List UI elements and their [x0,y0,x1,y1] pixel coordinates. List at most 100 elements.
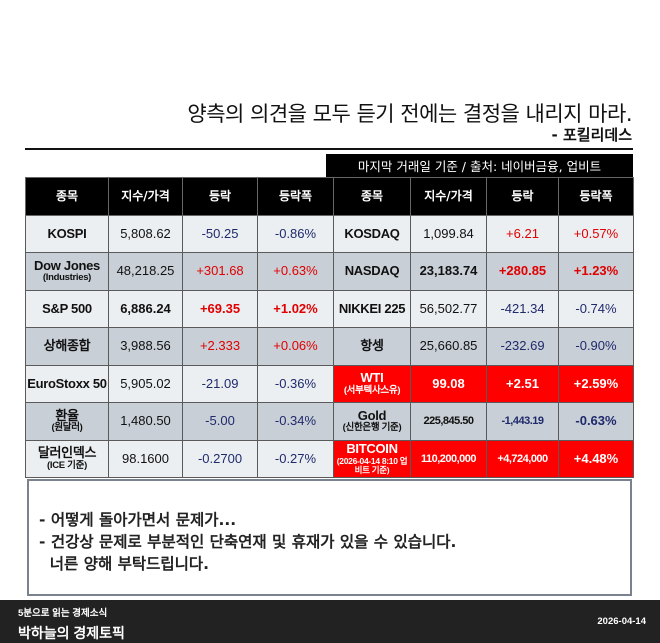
source-banner: 마지막 거래일 기준 / 출처: 네이버금융, 업비트 [326,154,633,177]
notice-box: - 어떻게 돌아가면서 문제가... - 건강상 문제로 부분적인 단축연재 및… [27,479,632,596]
table-row: KOSPI 5,808.62 -50.25 -0.86% KOSDAQ 1,099.84 +… [25,214,634,253]
column-header: 종목 [25,177,109,216]
instrument-label: Dow Jones [34,257,100,273]
instrument-name: 달러인덱스 (ICE 기준) [25,439,109,478]
change-percent: -0.34% [257,402,334,441]
table-row: 상해종합 3,988.56 +2.333 +0.06% 항셍 25,660.85 -232.… [25,327,634,366]
notice-line: - 어떻게 돌아가면서 문제가... [39,511,237,529]
instrument-name: KOSPI [25,214,109,253]
instrument-label: 환율 [55,407,79,423]
change-value: +2.51 [486,364,559,403]
instrument-label: Gold [357,407,387,423]
footer: 5분으로 읽는 경제소식 박하늘의 경제토픽 2026-04-14 [0,600,660,643]
column-header: 등락폭 [558,177,634,216]
change-value: -50.25 [182,214,258,253]
quote-text: 양측의 의견을 모두 듣기 전에는 결정을 내리지 마라. [187,102,632,126]
price-value: 3,988.56 [108,327,183,366]
change-value: -232.69 [486,327,559,366]
change-value: -0.2700 [182,439,258,478]
price-value: 23,183.74 [410,252,487,291]
price-value: 99.08 [410,364,487,403]
price-value: 98.1600 [108,439,183,478]
price-value: 5,808.62 [108,214,183,253]
change-value: -1,443.19 [486,402,559,441]
footer-date: 2026-04-14 [597,616,646,627]
instrument-sublabel: (서부텍사스유) [343,384,401,396]
change-percent: -0.90% [558,327,634,366]
market-table: 종목 지수/가격 등락 등락폭 종목 지수/가격 등락 등락폭 KOSPI 5,808.62 -5… [25,177,634,478]
change-percent: -0.36% [257,364,334,403]
table-row: EuroStoxx 50 5,905.02 -21.09 -0.36% WTI (서부텍사… [25,364,634,403]
instrument-label: EuroStoxx 50 [27,375,107,391]
change-percent: +0.06% [257,327,334,366]
change-percent: -0.74% [558,289,634,328]
instrument-label: KOSPI [47,225,87,241]
column-header: 등락폭 [257,177,334,216]
change-value: -421.34 [486,289,559,328]
change-value: +280.85 [486,252,559,291]
instrument-name: 환율 (원달러) [25,402,109,441]
instrument-sublabel: (신한은행 기준) [342,422,402,434]
instrument-label: BITCOIN [346,441,398,457]
instrument-name: NASDAQ [333,252,411,291]
instrument-name: 상해종합 [25,327,109,366]
change-value: +69.35 [182,289,258,328]
column-header: 지수/가격 [410,177,487,216]
instrument-label: WTI [360,370,384,386]
instrument-name: S&P 500 [25,289,109,328]
table-row: 환율 (원달러) 1,480.50 -5.00 -0.34% Gold (신한은행 기준) 2… [25,402,634,441]
price-value: 5,905.02 [108,364,183,403]
instrument-name: Gold (신한은행 기준) [333,402,411,441]
change-value: +4,724,000 [486,439,559,478]
instrument-name: NIKKEI 225 [333,289,411,328]
divider [25,148,633,150]
change-percent: +4.48% [558,439,634,478]
column-header: 등락 [486,177,559,216]
column-header: 지수/가격 [108,177,183,216]
change-percent: +0.57% [558,214,634,253]
instrument-label: S&P 500 [42,300,92,316]
price-value: 1,480.50 [108,402,183,441]
instrument-sublabel: (2026-04-14 8:10 업비트 기준) [336,455,408,475]
instrument-label: KOSDAQ [344,225,400,241]
change-percent: +0.63% [257,252,334,291]
change-percent: +1.02% [257,289,334,328]
price-value: 110,200,000 [410,439,487,478]
change-value: +6.21 [486,214,559,253]
table-row: Dow Jones (Industries) 48,218.25 +301.68 +0.… [25,252,634,291]
price-value: 25,660.85 [410,327,487,366]
footer-subtitle: 5분으로 읽는 경제소식 [18,608,108,619]
instrument-label: 달러인덱스 [37,445,97,461]
table-row: S&P 500 6,886.24 +69.35 +1.02% NIKKEI 225 56,… [25,289,634,328]
column-header: 등락 [182,177,258,216]
quote-author: - 포킬리데스 [551,126,632,144]
change-percent: +1.23% [558,252,634,291]
change-percent: +2.59% [558,364,634,403]
instrument-name: EuroStoxx 50 [25,364,109,403]
change-percent: -0.86% [257,214,334,253]
change-value: +2.333 [182,327,258,366]
instrument-label: NASDAQ [344,263,400,279]
change-value: -21.09 [182,364,258,403]
change-percent: -0.63% [558,402,634,441]
price-value: 1,099.84 [410,214,487,253]
instrument-label: NIKKEI 225 [338,300,406,316]
instrument-name: 항셍 [333,327,411,366]
change-value: -5.00 [182,402,258,441]
instrument-name: BITCOIN (2026-04-14 8:10 업비트 기준) [333,439,411,478]
instrument-name: Dow Jones (Industries) [25,252,109,291]
instrument-sublabel: (Industries) [42,272,92,284]
table-row: 달러인덱스 (ICE 기준) 98.1600 -0.2700 -0.27% BITCOIN… [25,439,634,478]
change-value: +301.68 [182,252,258,291]
price-value: 6,886.24 [108,289,183,328]
footer-title: 박하늘의 경제토픽 [18,625,125,641]
instrument-name: KOSDAQ [333,214,411,253]
instrument-label: 상해종합 [43,338,91,354]
price-value: 56,502.77 [410,289,487,328]
notice-line: 너른 양해 부탁드립니다. [39,555,210,573]
column-header: 종목 [333,177,411,216]
price-value: 48,218.25 [108,252,183,291]
instrument-label: 항셍 [360,338,384,354]
price-value: 225,845.50 [410,402,487,441]
instrument-sublabel: (ICE 기준) [47,459,87,471]
